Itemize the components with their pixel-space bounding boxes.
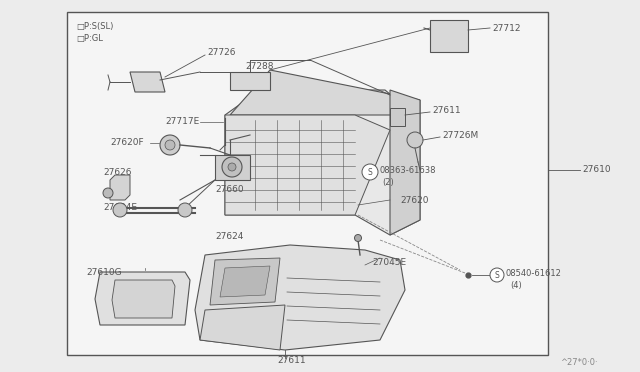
Text: 27620F: 27620F (110, 138, 143, 147)
Circle shape (178, 203, 192, 217)
Bar (67, 12, 548, 355)
Text: 27717E: 27717E (165, 117, 199, 126)
Polygon shape (230, 70, 420, 115)
Text: 08363-61638: 08363-61638 (380, 166, 436, 175)
Polygon shape (110, 175, 130, 200)
Polygon shape (95, 272, 190, 325)
Bar (390, 108, 405, 126)
Circle shape (165, 140, 175, 150)
Text: 27712: 27712 (492, 24, 520, 33)
Text: 27611: 27611 (277, 356, 306, 365)
Text: 27624E: 27624E (103, 203, 137, 212)
Circle shape (160, 135, 180, 155)
Circle shape (490, 268, 504, 282)
Bar (430, 20, 468, 52)
Polygon shape (225, 90, 420, 235)
Text: 27610: 27610 (582, 165, 611, 174)
Text: 08540-61612: 08540-61612 (506, 269, 562, 278)
Text: □P:GL: □P:GL (76, 34, 103, 43)
Text: 27660: 27660 (215, 185, 244, 194)
Text: 27726: 27726 (207, 48, 236, 57)
Text: 27626: 27626 (103, 168, 131, 177)
Circle shape (103, 188, 113, 198)
Text: 27045E: 27045E (372, 258, 406, 267)
Text: S: S (367, 167, 372, 176)
Text: 27288: 27288 (245, 62, 273, 71)
Polygon shape (230, 72, 270, 90)
Polygon shape (210, 258, 280, 305)
Circle shape (228, 163, 236, 171)
Text: 27611: 27611 (432, 106, 461, 115)
Text: 27726M: 27726M (442, 131, 478, 140)
Text: 27620: 27620 (400, 196, 429, 205)
Circle shape (362, 164, 378, 180)
Circle shape (355, 234, 362, 241)
Text: (4): (4) (510, 281, 522, 290)
Circle shape (407, 132, 423, 148)
Bar (215, 155, 250, 180)
Polygon shape (390, 90, 420, 235)
Polygon shape (200, 305, 285, 350)
Text: (2): (2) (382, 178, 394, 187)
Polygon shape (112, 280, 175, 318)
Text: □P:S(SL): □P:S(SL) (76, 22, 113, 31)
Text: S: S (495, 270, 499, 279)
Text: 27624: 27624 (215, 232, 243, 241)
Polygon shape (225, 115, 390, 215)
Circle shape (113, 203, 127, 217)
Circle shape (222, 157, 242, 177)
Polygon shape (130, 72, 165, 92)
Text: ^27*0·0·: ^27*0·0· (560, 358, 598, 367)
Text: 27610G: 27610G (86, 268, 122, 277)
Polygon shape (195, 245, 405, 350)
Polygon shape (220, 266, 270, 297)
